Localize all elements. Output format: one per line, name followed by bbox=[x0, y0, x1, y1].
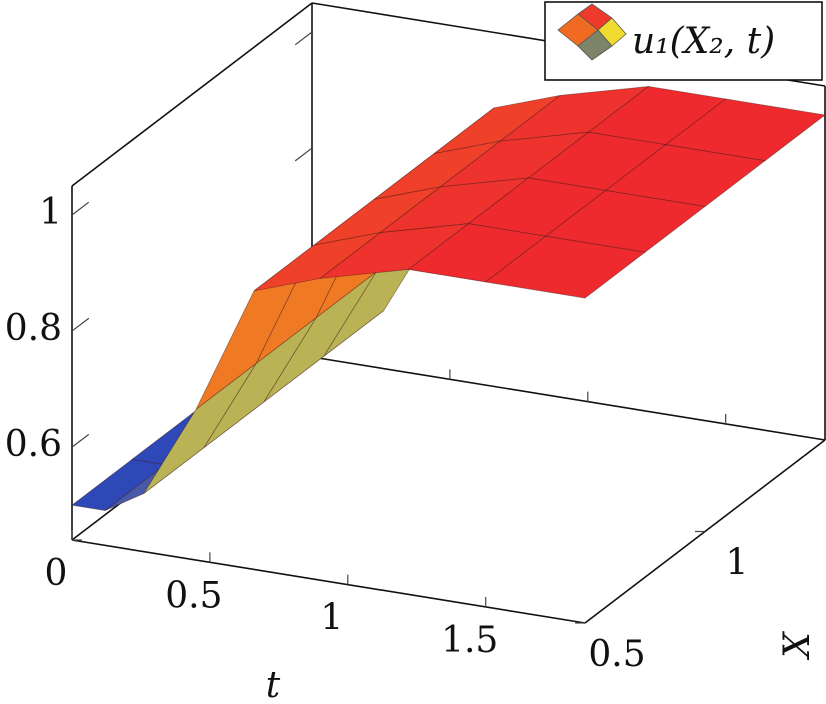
z-tick bbox=[71, 317, 90, 332]
y-tick-label: 1 bbox=[726, 543, 749, 584]
surface-patch bbox=[143, 363, 257, 494]
axis-edge bbox=[71, 539, 586, 624]
z-tick bbox=[71, 201, 90, 216]
z-tick-label: 1 bbox=[39, 192, 62, 233]
z-tick-label: 0.6 bbox=[5, 424, 62, 465]
surface bbox=[71, 85, 826, 511]
x-tick-label: 1.5 bbox=[441, 620, 498, 661]
axes-box bbox=[71, 2, 826, 624]
surface-patch bbox=[604, 144, 766, 207]
x-tick-label: 0.5 bbox=[165, 575, 222, 616]
surface-patch bbox=[664, 98, 826, 162]
z-tick bbox=[294, 147, 313, 162]
surface-patch bbox=[544, 190, 706, 253]
z-tick bbox=[294, 31, 313, 46]
axis-edge bbox=[311, 356, 826, 441]
z-tick bbox=[71, 433, 90, 448]
z-tick-label: 0.8 bbox=[5, 308, 62, 349]
x-tick-label: 1 bbox=[320, 598, 343, 639]
x-axis-label: t bbox=[266, 665, 281, 704]
legend-icon bbox=[557, 3, 627, 61]
axis-edge bbox=[71, 2, 313, 187]
y-axis-label: X bbox=[777, 631, 818, 661]
legend-label: u₁(X₂, t) bbox=[632, 21, 775, 62]
surface-patch bbox=[484, 235, 646, 299]
y-tick-label: 0.5 bbox=[588, 634, 645, 675]
x-tick-label: 0 bbox=[45, 553, 68, 594]
